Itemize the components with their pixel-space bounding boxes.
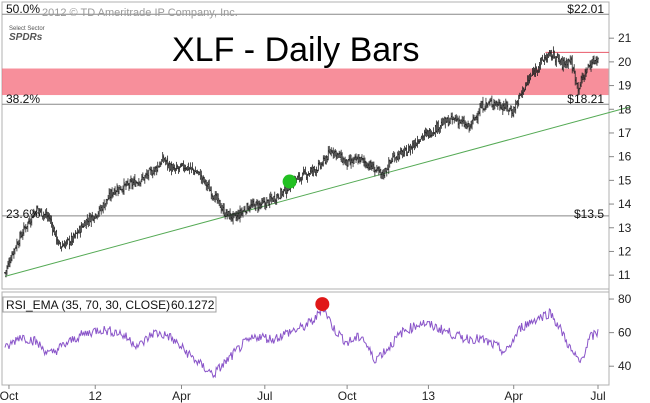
price-tick-label: 19	[618, 79, 632, 93]
time-tick-label: 12	[89, 389, 103, 403]
time-tick-label: Jul	[590, 389, 605, 403]
price-axis: 11 12 13 14 15 16 17 18 19 20 21	[609, 31, 632, 282]
rsi-axis: 40 60 80	[609, 292, 632, 373]
time-tick-label: Apr	[172, 389, 191, 403]
time-axis: Oct 12 Apr Jul Oct 13 Apr Jul	[0, 385, 606, 403]
price-tick-label: 20	[618, 55, 632, 69]
green-marker	[282, 174, 297, 189]
chart-title: XLF - Daily Bars	[172, 31, 420, 69]
price-label-13: $13.5	[574, 207, 604, 221]
price-tick-label: 15	[618, 173, 632, 187]
rsi-tick-label: 60	[618, 326, 632, 340]
rsi-line	[4, 304, 599, 379]
price-label-22: $22.01	[567, 2, 604, 16]
price-tick-label: 11	[618, 268, 631, 282]
price-tick-label: 18	[618, 102, 632, 116]
time-tick-label: Jul	[257, 389, 272, 403]
time-tick-label: 13	[422, 389, 436, 403]
time-tick-label: Oct	[338, 389, 357, 403]
rsi-tick-label: 80	[618, 292, 632, 306]
price-tick-label: 13	[618, 221, 632, 235]
trendline	[4, 106, 631, 277]
price-label-18: $18.21	[567, 92, 604, 106]
fib-label-38: 38.2%	[6, 92, 40, 106]
price-tick-label: 12	[618, 244, 632, 258]
logo-line1: Select Sector	[9, 26, 45, 32]
logo-line2: SPDRs	[9, 32, 43, 43]
price-panel	[1, 1, 610, 290]
red-marker	[315, 297, 330, 312]
fib-label-23: 23.6%	[6, 207, 40, 221]
fib-label-50: 50.0%	[6, 2, 40, 16]
price-bars	[4, 46, 599, 278]
time-tick-label: Oct	[0, 389, 19, 403]
price-tick-label: 17	[618, 126, 632, 140]
rsi-value: 60.1272	[171, 298, 215, 312]
price-tick-label: 14	[618, 197, 632, 211]
price-tick-label: 16	[618, 150, 632, 164]
rsi-label-box	[2, 296, 217, 313]
resistance-band	[2, 68, 609, 96]
copyright-text: 2012 © TD Ameritrade IP Company, Inc.	[42, 7, 238, 19]
price-tick-label: 21	[618, 31, 632, 45]
rsi-label: RSI_EMA (35, 70, 30, CLOSE)	[6, 298, 170, 312]
time-tick-label: Apr	[504, 389, 523, 403]
rsi-tick-label: 40	[618, 359, 632, 373]
